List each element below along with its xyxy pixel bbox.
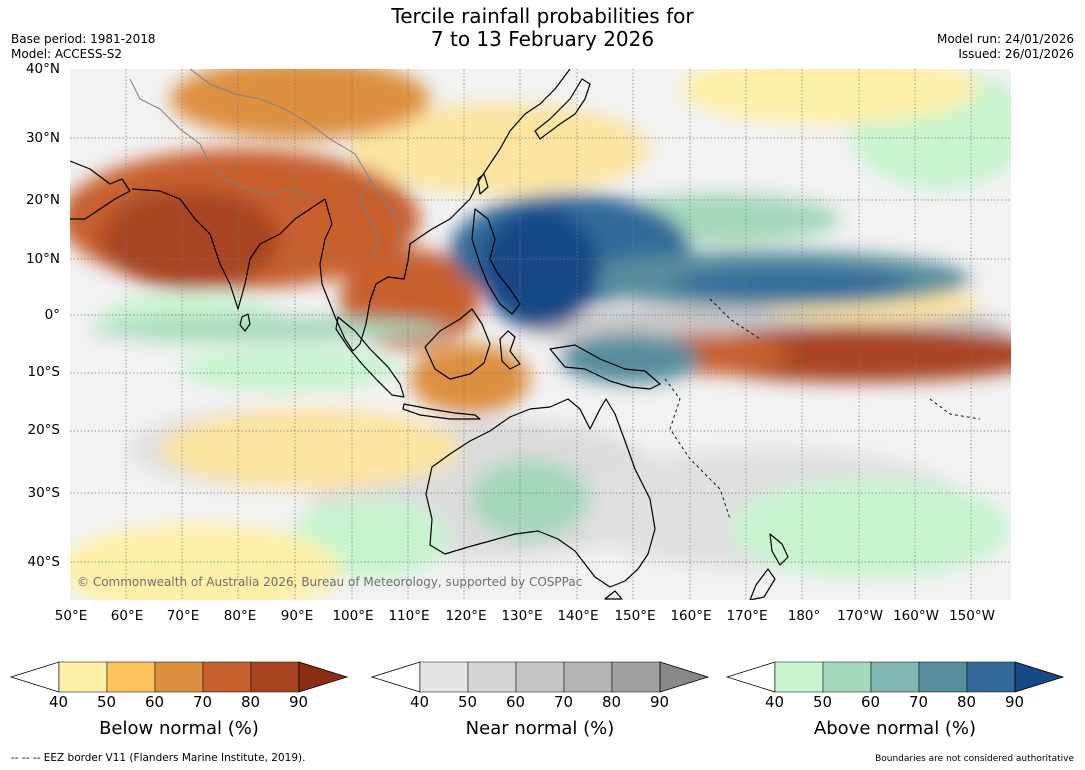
chart-title-line2: 7 to 13 February 2026 [430, 27, 655, 51]
cbar-near-tick: 90 [650, 693, 670, 711]
cbar-above-tick: 80 [957, 693, 977, 711]
cbar-below-tick: 80 [241, 693, 261, 711]
country-borders [129, 69, 406, 260]
model-name: Model: ACCESS-S2 [11, 47, 123, 61]
lon-label: 110°E [388, 608, 430, 624]
colorbar-near-title: Near normal (%) [465, 718, 615, 739]
lon-label: 150°W [949, 608, 995, 624]
below-swatch-70 [202, 661, 252, 693]
base-period: Base period: 1981-2018 [11, 32, 156, 46]
lon-label: 180° [787, 608, 821, 624]
lon-label: 60°E [110, 608, 144, 624]
near-swatch-50 [467, 661, 517, 693]
cbar-below-tick: 90 [289, 693, 309, 711]
above-swatch-60 [870, 661, 920, 693]
coastlines [70, 69, 789, 600]
rainfall-probability-map: © Commonwealth of Australia 2026, Bureau… [70, 69, 1011, 600]
colorbar-near-normal [370, 661, 710, 693]
near-high-extend [659, 661, 710, 693]
lat-label-20n: 20°N [25, 192, 60, 208]
colorbar-below-title: Below normal (%) [99, 718, 259, 739]
boundaries-disclaimer: Boundaries are not considered authoritat… [875, 754, 1074, 764]
lat-label-40s: 40°S [27, 554, 61, 570]
cbar-above-tick: 40 [765, 693, 785, 711]
below-swatch-50 [106, 661, 156, 693]
lon-label: 160°W [893, 608, 939, 624]
lon-label: 90°E [280, 608, 314, 624]
lon-label: 100°E [332, 608, 374, 624]
lat-label-20s: 20°S [27, 422, 61, 438]
below-high-extend [298, 661, 349, 693]
lon-label: 140°E [557, 608, 599, 624]
below-swatch-80 [250, 661, 300, 693]
near-swatch-40 [419, 661, 469, 693]
near-low-extend [370, 661, 421, 693]
above-swatch-70 [918, 661, 968, 693]
above-swatch-80 [966, 661, 1016, 693]
lon-label: 170°W [837, 608, 883, 624]
colorbar-above-normal [725, 661, 1065, 693]
chart-title-line1: Tercile rainfall probabilities for [391, 4, 694, 28]
lon-label: 150°E [614, 608, 656, 624]
lat-label-40n: 40°N [25, 61, 60, 77]
lat-label-10n: 10°N [25, 251, 60, 267]
lon-label: 50°E [54, 608, 88, 624]
colorbar-below-normal [9, 661, 349, 693]
near-swatch-60 [515, 661, 565, 693]
below-swatch-40 [58, 661, 108, 693]
model-run: Model run: 24/01/2026 [936, 32, 1074, 46]
near-swatch-70 [563, 661, 613, 693]
near-swatch-80 [611, 661, 661, 693]
cbar-above-tick: 50 [813, 693, 833, 711]
cbar-near-tick: 60 [506, 693, 526, 711]
above-swatch-50 [822, 661, 872, 693]
below-low-extend [9, 661, 60, 693]
lat-label-0: 0° [44, 307, 60, 323]
below-swatch-60 [154, 661, 204, 693]
lon-label: 130°E [501, 608, 543, 624]
meta-left: Base period: 1981-2018 Model: ACCESS-S2 [11, 32, 156, 62]
issued-date: Issued: 26/01/2026 [958, 47, 1074, 61]
graticule [70, 69, 1011, 600]
eez-footnote: -- -- -- EEZ border V11 (Flanders Marine… [11, 752, 306, 764]
cbar-below-tick: 40 [49, 693, 69, 711]
above-low-extend [725, 661, 776, 693]
lon-label: 170°E [726, 608, 768, 624]
lon-label: 80°E [223, 608, 257, 624]
cbar-above-tick: 90 [1005, 693, 1025, 711]
eez-borders [664, 298, 981, 520]
probability-fields [70, 69, 1011, 600]
cbar-near-tick: 40 [410, 693, 430, 711]
cbar-near-tick: 70 [554, 693, 574, 711]
cbar-near-tick: 80 [602, 693, 622, 711]
cbar-near-tick: 50 [458, 693, 478, 711]
above-swatch-40 [774, 661, 824, 693]
cbar-below-tick: 50 [97, 693, 117, 711]
lon-label: 120°E [445, 608, 487, 624]
lon-label: 160°E [670, 608, 712, 624]
cbar-below-tick: 60 [145, 693, 165, 711]
lon-label: 70°E [166, 608, 200, 624]
meta-right: Model run: 24/01/2026 Issued: 26/01/2026 [937, 32, 1074, 62]
colorbar-legends [9, 661, 1065, 693]
colorbar-above-title: Above normal (%) [813, 718, 977, 739]
lat-label-10s: 10°S [27, 364, 61, 380]
cbar-below-tick: 70 [193, 693, 213, 711]
lat-label-30n: 30°N [25, 130, 60, 146]
cbar-above-tick: 60 [861, 693, 881, 711]
lat-label-30s: 30°S [27, 485, 61, 501]
cbar-above-tick: 70 [909, 693, 929, 711]
copyright-notice: © Commonwealth of Australia 2026, Bureau… [77, 575, 582, 589]
above-high-extend [1014, 661, 1065, 693]
